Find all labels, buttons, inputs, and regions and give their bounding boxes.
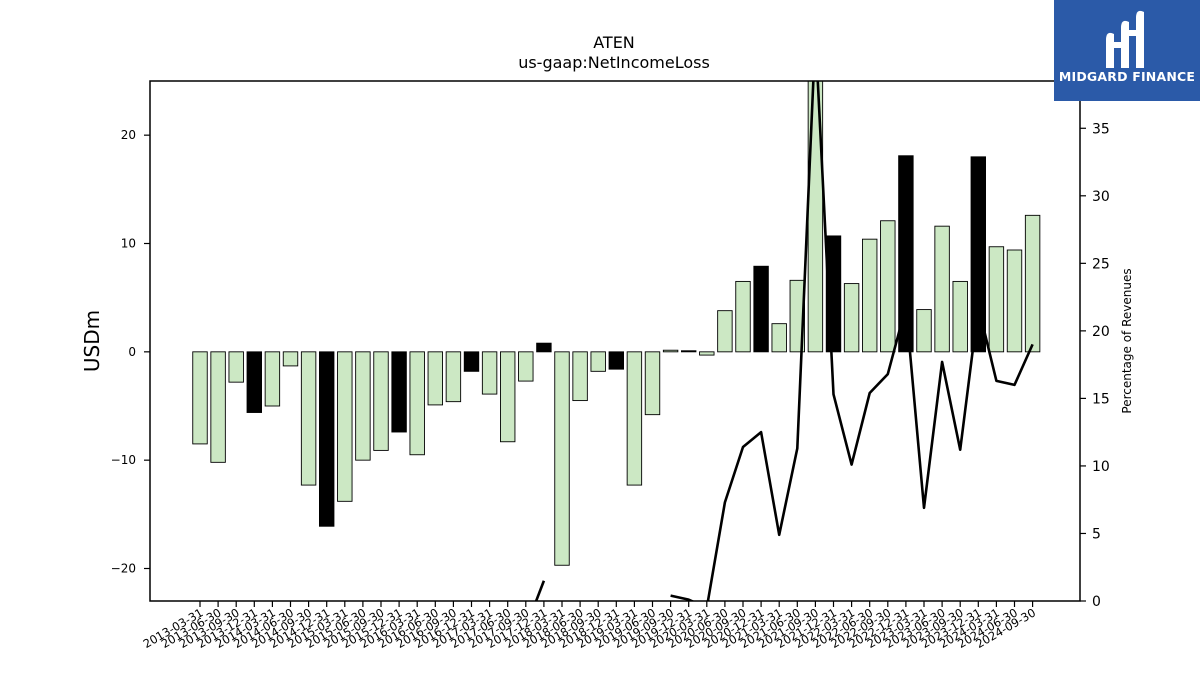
bar-2023-03-31	[916, 309, 932, 353]
bar-2017-06-30	[500, 351, 516, 443]
y-axis-label-left: USDm	[80, 310, 104, 372]
bar-2015-03-31	[337, 351, 353, 502]
chart-title: ATEN	[593, 33, 635, 52]
y-tick-label-left: −20	[111, 562, 136, 576]
bar-2015-12-31	[391, 351, 407, 433]
percentage-line-segment	[670, 81, 1034, 601]
plot-area: −20−1001020051015202530352013-03-312013-…	[111, 80, 1110, 651]
bar-2015-09-30	[373, 351, 389, 451]
y-tick-label-right: 35	[1092, 121, 1110, 137]
midgard-finance-logo: MIDGARD FINANCE	[1054, 0, 1200, 101]
y-tick-label-right: 25	[1092, 256, 1110, 272]
bar-2022-03-31	[843, 283, 860, 353]
bar-2017-09-30	[518, 351, 534, 382]
bar-2020-06-30	[717, 310, 733, 353]
bar-2021-06-30	[789, 279, 805, 353]
line-group	[534, 81, 1034, 601]
bar-2020-12-31	[753, 265, 769, 353]
bar-2023-09-30	[952, 280, 968, 353]
y-tick-label-right: 10	[1092, 459, 1110, 475]
y-tick-label-left: 10	[121, 237, 136, 251]
y-tick-label-right: 0	[1092, 594, 1101, 610]
bar-2019-03-31	[626, 351, 643, 486]
bar-2024-09-30	[1024, 214, 1041, 353]
y-tick-label-right: 5	[1092, 526, 1101, 542]
y-tick-label-left: 20	[121, 128, 136, 142]
bar-2013-03-31	[192, 351, 208, 445]
bar-2013-06-30	[210, 351, 226, 463]
bar-2018-06-30	[572, 351, 588, 402]
chart-subtitle: us-gaap:NetIncomeLoss	[518, 53, 710, 72]
bar-2016-09-30	[445, 351, 462, 403]
bar-2022-09-30	[880, 220, 896, 353]
bar-2018-12-31	[608, 351, 624, 370]
bar-2014-06-30	[282, 351, 299, 367]
bar-2022-12-31	[898, 155, 914, 353]
bar-2013-12-31	[246, 351, 263, 413]
bar-2013-09-30	[228, 351, 244, 383]
bar-2019-12-31	[681, 350, 697, 353]
bar-2023-12-31	[970, 156, 986, 353]
logo-brand-text: MIDGARD FINANCE	[1058, 69, 1196, 84]
bar-2016-06-30	[427, 351, 443, 406]
y-axis-label-right: Percentage of Revenues	[1120, 268, 1134, 413]
bars-group	[192, 81, 1041, 566]
bar-2024-06-30	[1006, 249, 1023, 353]
bar-2016-03-31	[409, 351, 425, 456]
bar-2019-06-30	[644, 351, 661, 416]
logo-icon	[1106, 10, 1144, 68]
bar-2018-09-30	[590, 351, 606, 372]
percentage-line-segment	[534, 580, 546, 601]
bar-2020-03-31	[699, 351, 715, 356]
y-tick-label-right: 20	[1092, 324, 1110, 340]
bar-2019-09-30	[662, 349, 679, 353]
bar-2014-03-31	[264, 351, 281, 407]
bar-2022-06-30	[862, 238, 878, 353]
bar-2015-06-30	[355, 351, 371, 461]
y-tick-label-left: −10	[111, 453, 136, 467]
plot-frame	[149, 80, 1081, 602]
bar-2018-03-31	[554, 351, 570, 566]
bar-2020-09-30	[735, 280, 751, 353]
y-tick-label-left: 0	[128, 345, 136, 359]
y-tick-label-right: 15	[1092, 391, 1110, 407]
y-tick-label-right: 30	[1092, 189, 1110, 205]
bar-2016-12-31	[463, 351, 480, 372]
bar-2014-09-30	[300, 351, 317, 486]
bar-2014-12-31	[319, 351, 335, 527]
bar-2017-12-31	[536, 342, 552, 353]
bar-2017-03-31	[481, 351, 498, 395]
bar-2023-06-30	[934, 225, 950, 353]
bar-2021-03-31	[771, 323, 787, 353]
bar-2024-03-31	[988, 246, 1005, 353]
